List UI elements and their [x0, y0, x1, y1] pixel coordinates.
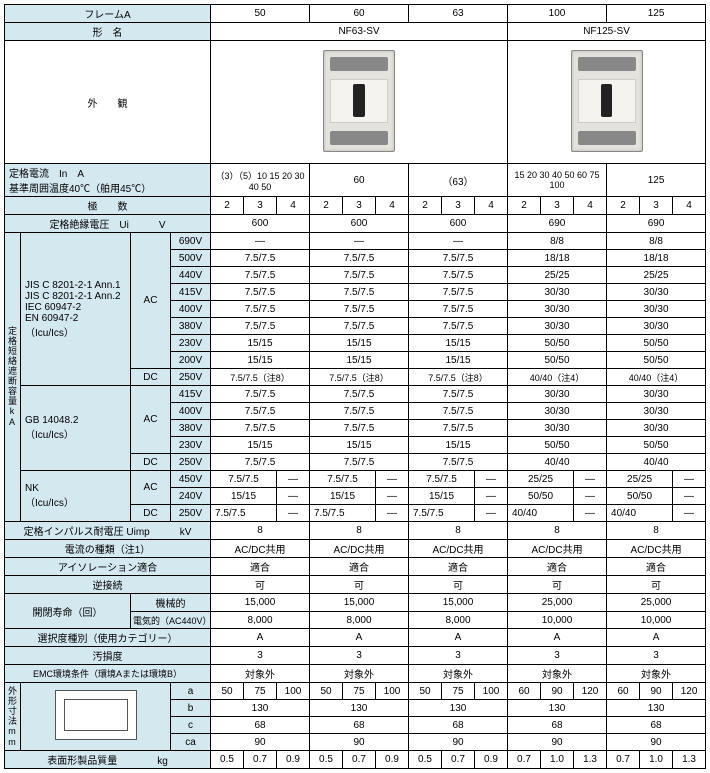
current-type-label: 電流の種類（注1） — [5, 540, 211, 558]
jis-label: JIS C 8201-2-1 Ann.1JIS C 8201-2-1 Ann.2… — [21, 233, 131, 386]
pollution-label: 汚損度 — [5, 647, 211, 665]
appearance-img-1 — [211, 41, 508, 164]
model-1: NF63-SV — [211, 23, 508, 41]
life-label: 開閉寿命（回） — [5, 594, 131, 629]
dims-label: 外形寸法mm — [5, 683, 21, 751]
spec-table: フレームA 50 60 63 100 125 形 名 NF63-SV NF125… — [4, 4, 706, 769]
model-label: 形 名 — [5, 23, 211, 41]
gb-label: GB 14048.2（Icu/Ics） — [21, 386, 131, 471]
frame-val: 50 — [211, 5, 310, 23]
appearance-img-2 — [508, 41, 706, 164]
mass-label: 表面形製品質量 kg — [5, 751, 211, 769]
dim-figure — [21, 683, 171, 751]
appearance-label: 外 観 — [5, 41, 211, 164]
emc-label: EMC環境条件（環境Aまたは環境B） — [5, 665, 211, 683]
isolation-label: アイソレーション適合 — [5, 558, 211, 576]
poles-label: 極 数 — [5, 197, 211, 215]
selcat-label: 選択度種別（使用カテゴリー） — [5, 629, 211, 647]
model-2: NF125-SV — [508, 23, 706, 41]
breaking-cap-label: 定格短絡遮断容量kA — [5, 233, 21, 522]
nk-label: NK（Icu/Ics） — [21, 471, 131, 522]
rated-current-label: 定格電流 In A基準周囲温度40℃（舶用45℃） — [5, 164, 211, 197]
ui-label: 定格絶縁電圧 Ui V — [5, 215, 211, 233]
reverse-label: 逆接続 — [5, 576, 211, 594]
uimp-label: 定格インパルス耐電圧 Uimp kV — [5, 522, 211, 540]
frame-label: フレームA — [5, 5, 211, 23]
